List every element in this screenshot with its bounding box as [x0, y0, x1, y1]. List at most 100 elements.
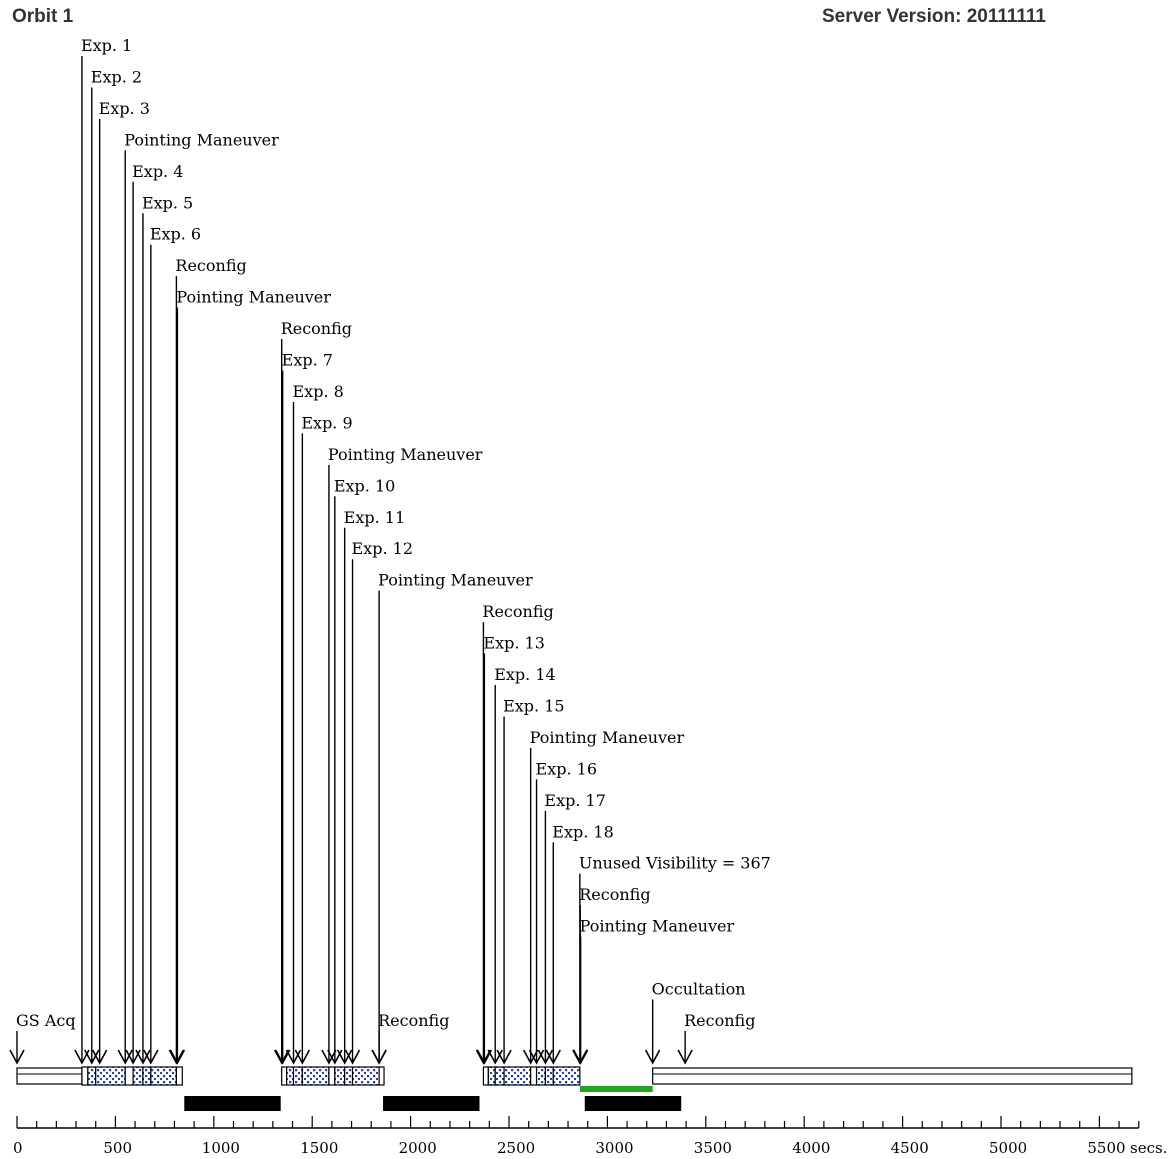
event-marker: Reconfig — [168, 256, 247, 1065]
event-marker: Exp. 4 — [125, 162, 183, 1065]
event-label: Reconfig — [378, 1011, 449, 1030]
axis-unit-label: secs. — [1130, 1139, 1167, 1157]
arrow-icon — [273, 1049, 290, 1065]
event-label: Exp. 1 — [81, 36, 132, 55]
event-label: Reconfig — [684, 1011, 755, 1030]
event-marker: Reconfig — [677, 1011, 755, 1065]
event-label: Exp. 14 — [494, 665, 555, 684]
tick-label: 1000 — [202, 1139, 240, 1157]
event-label: Pointing Maneuver — [378, 571, 533, 590]
event-label: Pointing Maneuver — [580, 917, 735, 936]
arrow-icon — [496, 1049, 512, 1065]
event-label: Exp. 5 — [142, 193, 193, 212]
earth-occultation-bar — [184, 1096, 281, 1111]
event-marker: Exp. 14 — [487, 665, 556, 1065]
tick-label: 3500 — [694, 1139, 732, 1157]
event-label: Reconfig — [281, 319, 352, 338]
event-marker: Occultation — [644, 980, 746, 1065]
arrow-icon — [117, 1049, 133, 1065]
event-label: Reconfig — [579, 885, 650, 904]
event-label: Exp. 15 — [503, 696, 564, 715]
event-marker: Exp. 18 — [545, 822, 614, 1065]
arrow-icon — [475, 1049, 492, 1065]
arrow-icon — [336, 1049, 353, 1065]
time-axis: 0 500 1000 1500 2000 2500 3000 3500 4000 4500 5000… — [13, 1116, 1167, 1157]
event-marker: Exp. 2 — [84, 67, 142, 1065]
exposure-segment — [552, 1066, 581, 1086]
exposure-segment — [535, 1066, 547, 1086]
event-marker: Pointing Maneuver — [572, 917, 735, 1065]
event-marker: Pointing Maneuver — [321, 445, 483, 1065]
arrow-icon — [168, 1049, 185, 1065]
event-label: Occultation — [652, 980, 746, 999]
arrow-icon — [371, 1049, 387, 1065]
event-label: Exp. 18 — [552, 822, 613, 841]
event-marker: Pointing Maneuver — [117, 130, 279, 1065]
exposure-segment — [286, 1066, 295, 1086]
event-label: Exp. 2 — [91, 67, 142, 86]
arrow-icon — [476, 1049, 493, 1065]
tick-label: 1500 — [300, 1139, 338, 1157]
event-label: Exp. 3 — [99, 99, 150, 118]
orbit-title: Orbit 1 — [12, 6, 74, 27]
arrow-icon — [545, 1049, 561, 1065]
tick-label: 0 — [13, 1139, 23, 1157]
arrow-icon — [274, 1049, 291, 1065]
event-marker: Exp. 8 — [285, 382, 344, 1065]
arrow-icon — [143, 1049, 159, 1065]
arrow-icon — [84, 1049, 100, 1065]
reconfig-segment — [378, 1066, 385, 1086]
timeline-bars — [16, 1066, 1133, 1111]
reconfig-segment — [328, 1066, 336, 1086]
tick-label: 4000 — [792, 1139, 830, 1157]
tick-label: 5500 — [1087, 1139, 1125, 1157]
event-label: Exp. 4 — [132, 162, 183, 181]
reconfig-segment — [124, 1066, 134, 1086]
event-marker: Exp. 10 — [327, 476, 395, 1065]
arrow-icon — [9, 1049, 25, 1065]
event-markers: GS Acq Exp. 1 Exp. 2 Exp. 3 Pointing Maneuve… — [9, 36, 771, 1065]
event-label: Unused Visibility = 367 — [579, 854, 771, 873]
event-marker: Exp. 9 — [294, 413, 353, 1065]
exposure-segment — [487, 1066, 496, 1086]
event-marker: Pointing Maneuver — [169, 288, 331, 1065]
event-label: Pointing Maneuver — [530, 728, 685, 747]
event-marker: Exp. 3 — [91, 99, 150, 1065]
event-label: Exp. 8 — [293, 382, 344, 401]
reconfig-segment — [81, 1066, 89, 1086]
event-label: Reconfig — [175, 256, 246, 275]
arrow-icon — [294, 1049, 311, 1065]
event-label: Exp. 10 — [334, 476, 395, 495]
event-label: Exp. 11 — [344, 508, 405, 527]
exposure-segment — [292, 1066, 303, 1086]
event-label: Exp. 9 — [301, 413, 352, 432]
event-marker: Exp. 12 — [344, 539, 413, 1065]
event-marker: Exp. 1 — [74, 36, 132, 1065]
exposure-segment — [132, 1066, 144, 1086]
server-version-label: Server Version: 20111111 — [822, 6, 1046, 27]
event-marker: Exp. 15 — [496, 696, 565, 1065]
empty-segment — [16, 1067, 83, 1085]
event-label: Exp. 12 — [352, 539, 413, 558]
event-marker: Exp. 7 — [274, 351, 333, 1065]
arrow-icon — [522, 1049, 539, 1065]
exposure-segment — [150, 1066, 178, 1086]
event-marker: Exp. 13 — [476, 634, 545, 1065]
arrow-icon — [169, 1049, 186, 1065]
event-marker: Reconfig — [371, 1011, 449, 1065]
event-marker: GS Acq — [9, 1011, 76, 1065]
arrow-icon — [344, 1049, 361, 1065]
event-marker: Exp. 17 — [537, 791, 606, 1065]
arrow-icon — [644, 1049, 661, 1065]
event-label: Pointing Maneuver — [176, 288, 331, 307]
earth-occultation-bar — [383, 1096, 480, 1111]
exposure-segment — [334, 1066, 346, 1086]
arrow-icon — [135, 1049, 151, 1065]
exposure-segment — [87, 1066, 97, 1086]
event-label: Reconfig — [482, 602, 553, 621]
event-label: Pointing Maneuver — [124, 130, 279, 149]
tick-label: 500 — [103, 1139, 132, 1157]
event-marker: Reconfig — [475, 602, 554, 1065]
reconfig-segment — [482, 1066, 489, 1086]
